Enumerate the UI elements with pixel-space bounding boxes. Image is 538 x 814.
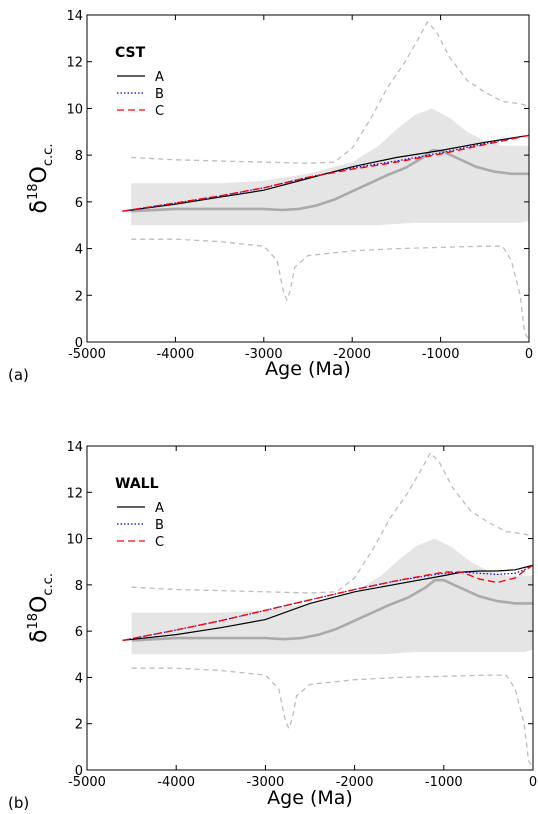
y-tick-label: 6 (75, 196, 83, 211)
y-axis-label-subscript: c.c. (41, 573, 56, 596)
legend-label-c: C (155, 535, 164, 550)
series-line-b (122, 564, 534, 641)
y-axis-label: δ18Oc.c. (26, 144, 56, 214)
envelope-lower-line (131, 667, 534, 769)
y-axis-label-superscript: 18 (26, 183, 41, 200)
x-tick-label: 0 (529, 775, 537, 790)
x-tick-label: -2000 (336, 775, 374, 790)
chart-panel-b: -5000 -4000 -3000 -2000 -1000 0 0 2 4 6 8 10 12 14 Age… (8, 440, 537, 812)
legend-label-c: C (155, 104, 164, 119)
legend-title: WALL (115, 476, 159, 492)
y-axis-label-superscript: 18 (26, 613, 41, 630)
legend-label-b: B (155, 518, 164, 533)
y-tick-label: 6 (75, 625, 83, 640)
y-axis-label-delta: δ (27, 200, 52, 213)
y-tick-label: 10 (66, 533, 83, 548)
panel-label: (a) (8, 366, 29, 384)
y-tick-label: 8 (75, 149, 83, 164)
legend-label-a: A (155, 70, 164, 85)
x-axis-label: Age (Ma) (265, 358, 351, 380)
plot-frame (86, 445, 534, 771)
y-tick-label: 0 (75, 336, 83, 351)
y-axis-label-subscript: c.c. (41, 144, 56, 167)
y-tick-label: 2 (75, 289, 83, 304)
series-line-a (122, 564, 534, 641)
y-tick-label: 14 (66, 9, 83, 24)
legend-title: CST (115, 45, 146, 61)
y-tick-label: 10 (66, 102, 83, 117)
x-tick-label: -5000 (68, 775, 106, 790)
x-tick-label: -1000 (425, 775, 463, 790)
y-tick-label: 0 (75, 764, 83, 779)
envelope-upper-line (131, 451, 534, 594)
series-line-c (122, 134, 530, 212)
y-tick-label: 4 (75, 243, 83, 258)
y-tick-label: 12 (66, 486, 83, 501)
x-tick-label: -4000 (157, 347, 195, 362)
x-tick-label: -3000 (247, 775, 285, 790)
y-axis-label-base: O (27, 596, 52, 613)
x-tick-label: 0 (525, 347, 533, 362)
y-tick-label: 12 (66, 56, 83, 71)
plot-frame (86, 14, 530, 343)
y-tick-label: 4 (75, 671, 83, 686)
x-axis-label: Age (Ma) (267, 787, 353, 809)
mean-curve-line (131, 578, 533, 642)
y-tick-label: 2 (75, 718, 83, 733)
mean-curve-line (131, 149, 529, 213)
y-tick-label: 14 (66, 440, 83, 455)
envelope-lower-line (131, 238, 530, 341)
x-tick-label: -3000 (245, 347, 283, 362)
x-tick-label: -5000 (68, 347, 106, 362)
y-tick-label: 8 (75, 579, 83, 594)
x-tick-label: -2000 (333, 347, 371, 362)
y-axis-label-delta: δ (27, 629, 52, 642)
envelope-upper-line (131, 20, 530, 164)
x-tick-label: -1000 (422, 347, 460, 362)
x-tick-label: -4000 (157, 775, 195, 790)
y-axis-label: δ18Oc.c. (26, 573, 56, 643)
chart-panel-a: -5000 -4000 -3000 -2000 -1000 0 0 2 4 6 8 10 12 14 Age… (8, 9, 533, 384)
series-line-c (122, 564, 534, 642)
panel-label: (b) (8, 794, 29, 812)
y-axis-label-base: O (27, 166, 52, 183)
legend-label-a: A (155, 501, 164, 516)
legend-label-b: B (155, 87, 164, 102)
